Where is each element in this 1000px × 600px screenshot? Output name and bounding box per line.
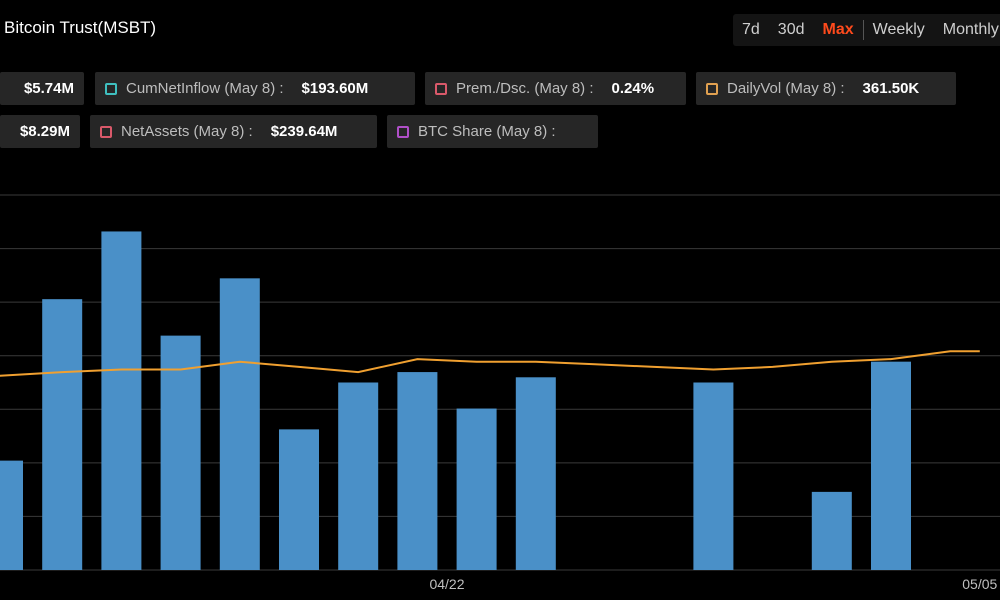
bar[interactable] — [160, 335, 201, 570]
chart-title: Bitcoin Trust(MSBT) — [4, 18, 157, 37]
metric-label: NetAssets (May 8) : — [121, 123, 253, 140]
bar[interactable] — [871, 361, 911, 570]
range-30d-button[interactable]: 30d — [777, 21, 805, 38]
legend-square-icon — [100, 125, 112, 138]
period-weekly-button[interactable]: Weekly — [872, 21, 925, 38]
legend-square-icon — [435, 82, 447, 95]
metric-value: 0.24% — [611, 80, 655, 97]
x-tick-label: 04/22 — [429, 576, 464, 592]
metric-label: BTC Share (May 8) : — [418, 123, 556, 140]
metric-pill-dailyvol[interactable]: DailyVol (May 8) : 361.50K — [696, 72, 956, 105]
legend-square-icon — [105, 82, 117, 95]
metric-value: $8.29M — [19, 123, 70, 140]
bar[interactable] — [279, 429, 319, 570]
bar[interactable] — [515, 377, 556, 570]
metric-value: $193.60M — [301, 80, 369, 97]
bar[interactable] — [101, 231, 142, 571]
range-7d-button[interactable]: 7d — [742, 21, 760, 38]
range-max-button[interactable]: Max — [822, 21, 854, 38]
metric-value: 361.50K — [862, 80, 920, 97]
legend-square-icon — [397, 125, 409, 138]
metric-pill-btcshare[interactable]: BTC Share (May 8) : — [387, 115, 598, 148]
metric-label: Prem./Dsc. (May 8) : — [456, 80, 594, 97]
metric-label: CumNetInflow (May 8) : — [126, 80, 284, 97]
bar[interactable] — [0, 460, 23, 570]
flow-chart[interactable]: 04/22 05/05 — [0, 180, 1000, 600]
metric-pill-cumnetinflow[interactable]: CumNetInflow (May 8) : $193.60M — [95, 72, 415, 105]
bar[interactable] — [219, 278, 260, 570]
bar[interactable] — [397, 372, 438, 570]
metric-label: DailyVol (May 8) : — [727, 80, 845, 97]
range-selector: 7d 30d Max Weekly Monthly — [733, 14, 1000, 46]
metric-pill-row1-0[interactable]: $5.74M — [0, 72, 84, 105]
bar[interactable] — [456, 408, 497, 570]
bar[interactable] — [338, 382, 379, 571]
x-axis-ticks: 04/22 05/05 — [429, 576, 997, 592]
chart-bars — [0, 231, 911, 571]
metric-pill-netassets[interactable]: NetAssets (May 8) : $239.64M — [90, 115, 377, 148]
bar[interactable] — [693, 382, 734, 571]
x-tick-label: 05/05 — [962, 576, 997, 592]
bar[interactable] — [42, 299, 83, 570]
metric-value: $239.64M — [270, 123, 338, 140]
legend-square-icon — [706, 82, 718, 95]
metric-pill-premium[interactable]: Prem./Dsc. (May 8) : 0.24% — [425, 72, 686, 105]
metric-pill-row2-0[interactable]: $8.29M — [0, 115, 80, 148]
bar[interactable] — [811, 491, 852, 570]
metric-value: $5.74M — [23, 80, 74, 97]
trend-line — [0, 350, 980, 377]
period-monthly-button[interactable]: Monthly — [942, 21, 999, 38]
range-divider — [862, 20, 864, 40]
